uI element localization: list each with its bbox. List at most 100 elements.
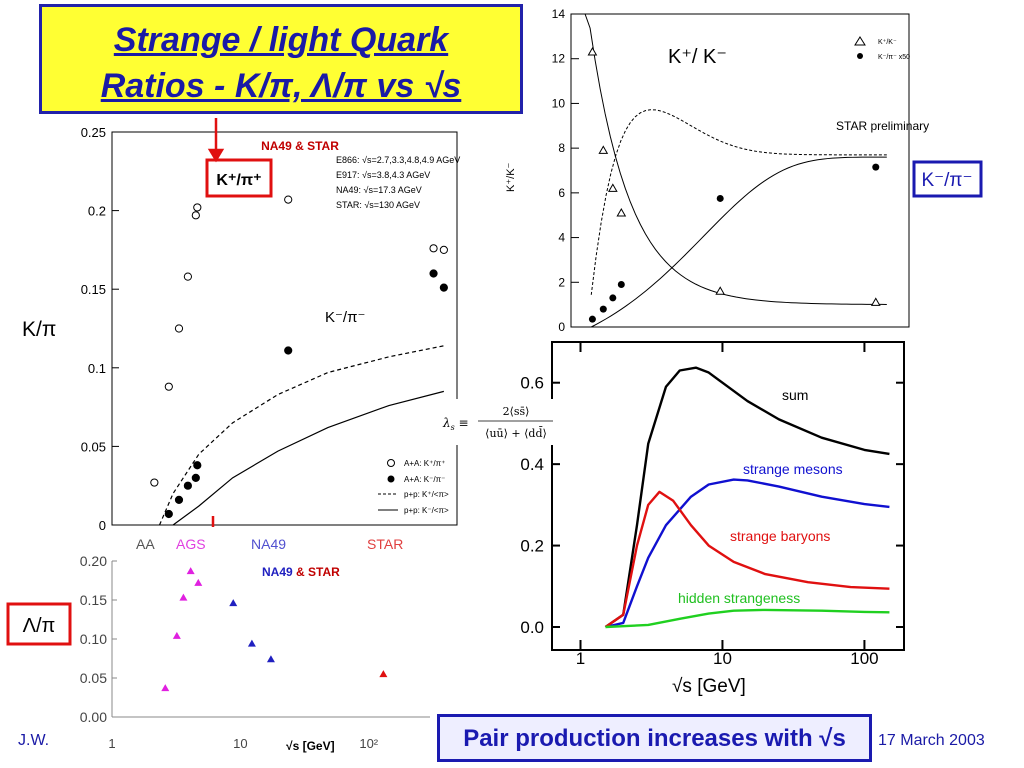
kk-frame — [570, 13, 910, 328]
legend-kminus-pi: A+A: K⁻/π⁻ — [404, 475, 445, 484]
kk-axes: 0 2 4 6 8 10 12 14 — [552, 7, 579, 334]
kplus-callout-text: K⁺/π⁺ — [216, 172, 261, 189]
curve-sum — [604, 366, 890, 628]
title-line-2: Ratios - K/π, Λ/π vs √s — [100, 67, 462, 105]
kminus-callout-box — [912, 160, 983, 198]
author-label: J.W. — [18, 732, 50, 749]
kminus-pi-point — [191, 473, 200, 482]
lambda-point-na49 — [266, 655, 275, 663]
formula-denominator: ⟨uū⟩ + ⟨dd̄⟩ — [485, 427, 547, 440]
kminus-pi-x50-point — [716, 194, 724, 202]
lambda-x-tick-label: 10² — [359, 736, 378, 751]
kk-callout: K⁺/ K⁻ — [668, 46, 727, 68]
kminus-pi-point — [183, 481, 192, 490]
group-label-ags: AGS — [176, 536, 206, 552]
ls-x-tick-label: 1 — [576, 649, 585, 668]
lambdas-series-labels: sum strange mesons strange baryons hidde… — [678, 387, 843, 606]
lambda-x-tick-label: 10 — [233, 736, 247, 751]
lambda-y-tick-label: 0.15 — [80, 592, 107, 608]
lambdas-axes: 0.0 0.2 0.4 0.6 1 10 100 — [520, 342, 904, 668]
ls-x-tick-label: 10 — [713, 649, 732, 668]
kk-legend-kpi: K⁻/π⁻ x50 — [878, 54, 910, 61]
kplus-pi-point — [174, 324, 184, 333]
kpi-legend-na49: NA49: √s=17.3 AGeV — [336, 185, 422, 195]
kpi-legend-e917: E917: √s=3.8,4.3 AGeV — [336, 170, 430, 180]
kplus-pi-point — [439, 245, 448, 254]
label-strange-baryons: strange baryons — [730, 528, 830, 544]
lambdas-curves — [604, 366, 890, 629]
ls-y-tick-label: 0.6 — [520, 374, 544, 393]
kpi-frame — [111, 131, 458, 526]
kk-ratio-point — [870, 297, 881, 306]
pp-kplus-curve — [158, 345, 444, 526]
kk-data-marks — [584, 13, 887, 328]
legend-open-circle — [387, 459, 395, 467]
kminus-pi-x50-point — [588, 315, 596, 323]
kminus-callout-text: K⁻/π⁻ — [921, 170, 972, 191]
arrow-top-head — [207, 148, 225, 163]
lambda-axes: 0.00 0.05 0.10 0.15 0.20 1 10 10² — [80, 553, 430, 751]
kpi-y-tick-label: 0.15 — [81, 282, 106, 297]
kk-y-tick-label: 4 — [558, 231, 565, 245]
group-label-aa: AA — [136, 536, 155, 552]
lambdas-chart: 0.0 0.2 0.4 0.6 1 10 100 sum strange mesons st… — [520, 341, 905, 697]
kpi-y-tick-label: 0.2 — [88, 204, 106, 219]
formula-lhs: λs ≡ — [442, 416, 469, 432]
ls-y-tick-label: 0.2 — [520, 537, 544, 556]
lambda-point-ags — [172, 631, 181, 639]
pp-kminus-curve — [172, 390, 445, 526]
kk-y-tick-label: 12 — [552, 52, 566, 66]
slide-title: Strange / light Quark Ratios - K/π, Λ/π … — [42, 17, 520, 109]
kminus-pi-x50-point — [599, 305, 607, 313]
curve-hidden-strangeness — [605, 608, 890, 629]
kpi-y-tick-label: 0 — [99, 518, 106, 533]
kk-title: STAR preliminary — [836, 119, 929, 133]
formula-numerator: 2⟨ss̄⟩ — [503, 405, 530, 418]
kplus-pi-point — [183, 272, 192, 281]
kminus-pi-x50-point — [617, 281, 625, 289]
kminus-pi-x50-point — [609, 294, 617, 302]
ls-x-tick-label: 100 — [850, 649, 878, 668]
kk-y-tick-label: 0 — [558, 320, 565, 334]
kk-ratio-point — [598, 145, 609, 154]
lambda-group-labels: AA AGS NA49 STAR — [136, 536, 403, 552]
kk-y-axis-label: K⁺/K⁻ — [505, 162, 517, 192]
kminus-pi-point — [439, 283, 448, 292]
kpi-dashed-curve — [590, 109, 887, 295]
lambda-callout-text: Λ/π — [23, 615, 56, 637]
kk-y-tick-label: 6 — [558, 186, 565, 200]
group-label-na49: NA49 — [251, 536, 286, 552]
legend-filled-circle — [387, 475, 395, 483]
kk-ratio-point — [587, 46, 598, 56]
lambda-frame-bg — [112, 527, 432, 719]
lambdas-frame — [551, 341, 905, 651]
label-sum: sum — [782, 387, 808, 403]
ls-y-tick-label: 0.4 — [520, 455, 544, 474]
curve-strange-baryons — [604, 490, 890, 628]
curve-strange-mesons — [605, 478, 890, 629]
kpi-y-axis-label: K/π — [22, 318, 56, 341]
lambda-point-ags — [194, 578, 203, 586]
kk-legend-circle — [857, 53, 863, 59]
lambda-y-tick-label: 0.00 — [80, 709, 107, 725]
lambda-data-marks — [161, 567, 388, 692]
kpi-theory-curve — [591, 156, 887, 328]
title-box: Strange / light Quark Ratios - K/π, Λ/π … — [39, 4, 523, 114]
kminus-pi-point — [429, 269, 438, 278]
kplus-pi-point — [150, 478, 159, 487]
kk-y-tick-label: 2 — [558, 275, 565, 289]
kk-ratio-point — [607, 183, 618, 192]
lambda-x-axis-label: √s [GeV] — [286, 739, 335, 753]
kplus-pi-point — [191, 211, 200, 220]
bottom-callout-text: Pair production increases with √s — [463, 725, 846, 752]
ls-y-tick-label: 0.0 — [520, 618, 544, 637]
kpi-y-tick-label: 0.1 — [88, 361, 106, 376]
kk-chart: 0 2 4 6 8 10 12 14 K⁺/K⁻ K⁺/ K⁻ K⁺/K⁻ K⁻/π⁻ x50… — [505, 7, 929, 334]
kpi-y-tick-label: 0.25 — [81, 125, 106, 140]
label-hidden-strangeness: hidden strangeness — [678, 590, 800, 606]
lambda-y-tick-label: 0.10 — [80, 631, 107, 647]
kplus-pi-point — [164, 382, 173, 391]
kminus-pi-point — [284, 346, 293, 355]
kk-theory-curve — [584, 13, 887, 305]
